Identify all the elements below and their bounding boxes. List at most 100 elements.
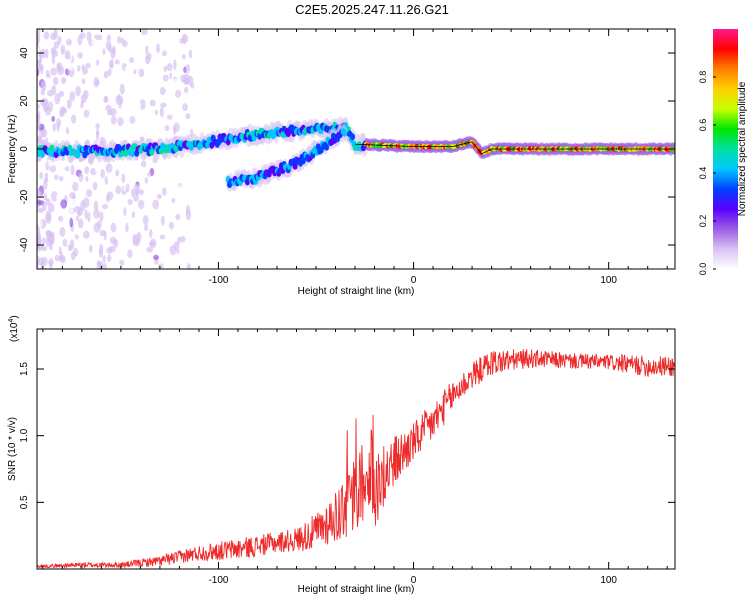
spectrogram-noise-cell (87, 211, 91, 223)
spectrogram-noise-cell (59, 254, 66, 264)
spectrogram-noise-cell (107, 109, 113, 116)
spectrogram-noise-cell (143, 223, 149, 232)
spectrogram-noise-cell (48, 202, 55, 213)
snr-x-tick-label: 100 (600, 575, 617, 586)
spectrogram-marks-group (37, 29, 675, 269)
spectrogram-noise-cell (160, 200, 165, 208)
snr-y-tick-label: 1.0 (19, 428, 30, 442)
spectrogram-noise-cell (181, 54, 186, 60)
spectrogram-noise-cell (58, 90, 65, 98)
spectrogram-noise-cell (64, 49, 69, 60)
spectrogram-noise-cell (160, 102, 167, 108)
colorbar-label: Normalized spectral amplitude (737, 81, 748, 216)
spectrogram-noise-cell (107, 68, 112, 76)
spectrogram-noise-cell (51, 190, 58, 202)
spectrogram-noise-cell (48, 237, 54, 247)
spectrogram-noise-cell (149, 228, 153, 238)
spectrogram-noise-cell (103, 262, 108, 269)
spectrogram-ridge-cell (349, 133, 355, 141)
spectrogram-noise-cell (38, 191, 42, 199)
spectrogram-panel: -100 0 100 -40 -20 0 20 40 Height of straight l… (7, 28, 676, 297)
spectrogram-noise-cell (75, 215, 79, 222)
spectrogram-noise-cell (98, 248, 103, 258)
snr-axes: -100 0 100 0.5 1.0 1.5 (19, 329, 675, 586)
spectrogram-noise-cell (66, 99, 72, 109)
spectrogram-noise-cell (77, 34, 83, 46)
spectrogram-noise-cell (84, 209, 88, 220)
spectrogram-x-tick-label: 0 (411, 275, 417, 286)
spectrogram-noise-cell (38, 257, 45, 266)
spectrogram-noise-cell (37, 136, 43, 143)
spectrogram-noise-cell (92, 181, 98, 191)
spectrogram-noise-cell (83, 230, 90, 239)
spectrogram-noise-cell (185, 205, 191, 215)
spectrogram-noise-cell (69, 217, 74, 228)
snr-scale-exponent: 4 (8, 319, 15, 323)
spectrogram-noise-cell (70, 164, 75, 176)
spectrogram-noise-cell (136, 102, 142, 109)
spectrogram-noise-cell (133, 69, 137, 75)
spectrogram-noise-cell (45, 210, 52, 221)
spectrogram-noise-cell (51, 115, 56, 122)
spectrogram-noise-cell (127, 233, 132, 240)
spectrogram-noise-cell (101, 203, 109, 210)
spectrogram-noise-cell (50, 47, 57, 55)
spectrogram-noise-cell (115, 169, 120, 177)
spectrogram-ridge-cell (39, 150, 45, 158)
spectrogram-noise-cell (179, 235, 186, 243)
spectrogram-noise-cell (133, 184, 141, 194)
spectrogram-noise-cell (58, 246, 62, 256)
spectrogram-ridge-cell (300, 157, 306, 165)
spectrogram-ridge-cell (75, 151, 81, 159)
spectrogram-noise-cell (169, 72, 173, 80)
spectrogram-noise-cell (145, 45, 149, 54)
spectrogram-noise-cell (102, 254, 106, 263)
spectrogram-noise-cell (96, 261, 104, 269)
spectrogram-noise-cell (37, 32, 41, 41)
spectrogram-noise-cell (95, 122, 100, 130)
spectrogram-noise-cell (37, 261, 40, 269)
spectrogram-noise-cell (84, 261, 90, 269)
spectrogram-noise-cell (77, 218, 84, 229)
spectrogram-noise-cell (60, 49, 65, 55)
spectrogram-noise-cell (119, 83, 125, 95)
spectrogram-noise-cell (37, 46, 40, 52)
spectrogram-noise-cell (69, 91, 76, 102)
colorbar-tick-label: 0.8 (698, 71, 708, 84)
spectrogram-y-tick-label: 0 (19, 146, 30, 152)
spectrogram-noise-cell (61, 77, 67, 84)
spectrogram-noise-cell (171, 184, 178, 194)
spectrogram-noise-cell (72, 181, 79, 192)
spectrogram-noise-cell (159, 86, 166, 96)
spectrogram-noise-cell (172, 78, 179, 85)
spectrogram-noise-cell (121, 40, 128, 48)
spectrogram-noise-cell (110, 115, 117, 125)
spectrogram-noise-cell (156, 193, 162, 200)
colorbar-tick-label: 0.6 (698, 119, 708, 132)
spectrogram-noise-cell (45, 230, 52, 240)
spectrogram-noise-cell (190, 82, 195, 89)
spectrogram-noise-cell (168, 221, 174, 230)
colorbar: 0.0 0.2 0.4 0.6 0.8 Normalized spectral ampl… (698, 29, 748, 275)
spectrogram-noise-cell (83, 109, 90, 118)
spectrogram-ridge-cell (672, 147, 675, 152)
spectrogram-y-tick-label: 40 (19, 47, 30, 59)
spectrogram-noise-cell (48, 258, 54, 267)
colorbar-tick-label: 0.2 (698, 215, 708, 228)
snr-series-line (37, 349, 675, 569)
spectrogram-noise-cell (117, 117, 124, 127)
spectrogram-noise-cell (53, 29, 58, 39)
spectrogram-noise-cell (80, 101, 84, 109)
spectrogram-noise-cell (163, 65, 168, 72)
spectrogram-noise-cell (175, 89, 182, 98)
spectrogram-noise-cell (186, 263, 191, 269)
spectrogram-noise-cell (80, 200, 86, 212)
spectrogram-noise-cell (159, 234, 166, 240)
spectrogram-noise-cell (57, 36, 62, 46)
spectrogram-noise-cell (123, 207, 127, 217)
spectrogram-noise-cell (154, 109, 159, 116)
spectrogram-noise-cell (175, 213, 181, 221)
spectrogram-noise-cell (72, 247, 79, 257)
spectrogram-noise-cell (129, 57, 134, 64)
spectrogram-noise-cell (125, 222, 129, 233)
